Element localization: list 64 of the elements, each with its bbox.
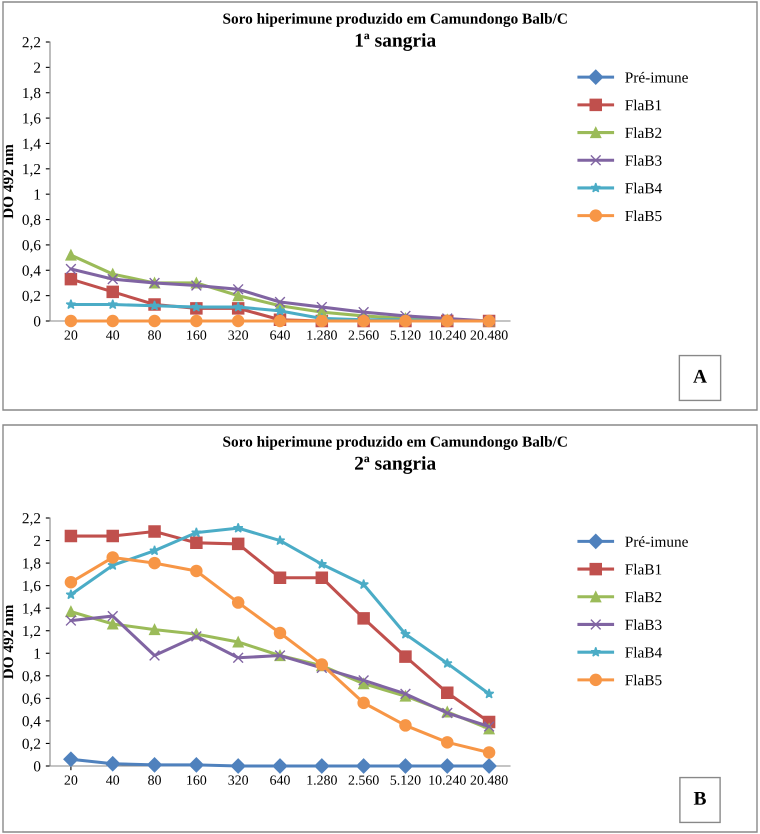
x-tick-label: 40: [106, 775, 120, 785]
x-tick-label: 640: [270, 330, 290, 340]
legend-label: FlaB1: [625, 100, 662, 110]
y-tick-label: 0,2: [22, 738, 40, 752]
y-tick-label: 1,2: [23, 164, 40, 176]
x-tick-label: 10.240: [429, 330, 466, 340]
x-tick-label: 20.480: [470, 330, 508, 340]
legend-label: FlaB5: [625, 674, 662, 686]
y-tick-label: 0: [34, 761, 40, 772]
legend-label: FlaB3: [625, 154, 662, 166]
y-tick-label: 1,6: [23, 580, 41, 594]
text: A: [693, 370, 707, 383]
x-tick-label: 160: [187, 775, 206, 785]
x-tick-label: 320: [228, 775, 248, 785]
y-tick-label: 0,6: [22, 240, 41, 253]
y-tick-label: 0,8: [22, 214, 40, 228]
x-tick-label: 80: [148, 330, 161, 340]
x-tick-label: 10.240: [429, 775, 466, 785]
y-tick-label: 2: [34, 536, 40, 546]
y-tick-label: 0,4: [22, 716, 41, 729]
y-tick-label: 1,8: [23, 558, 40, 571]
text: B: [694, 792, 706, 805]
x-tick-label: 5.120: [390, 330, 421, 340]
x-tick-label: 640: [270, 775, 290, 785]
x-tick-label: 2.560: [348, 775, 379, 785]
y-tick-label: 2,2: [22, 513, 40, 526]
legend-label: FlaB4: [625, 182, 662, 194]
y-tick-label: 1: [34, 189, 40, 200]
x-tick-label: 2.560: [348, 330, 379, 340]
legend-label: FlaB3: [625, 619, 662, 630]
y-tick-label: 1: [34, 648, 40, 659]
y-tick-label: 1,6: [23, 113, 41, 126]
y-tick-label: 2: [34, 62, 40, 73]
x-tick-label: 160: [187, 330, 206, 340]
y-tick-label: 0,2: [22, 290, 40, 304]
y-tick-label: 1,2: [23, 626, 40, 638]
x-tick-label: 20: [64, 775, 78, 785]
legend-label: FlaB2: [625, 592, 662, 602]
legend-label: FlaB4: [625, 646, 662, 658]
y-tick-label: 0,4: [22, 265, 41, 278]
chart-title: Soro hiperimune produzido em Camundongo Balb/C: [223, 13, 567, 27]
x-tick-label: 80: [148, 775, 161, 785]
chart-subtitle: 2ª sangria: [355, 456, 436, 474]
y-tick-label: 1,4: [23, 603, 41, 616]
y-tick-label: 0,8: [22, 670, 40, 684]
x-tick-label: 1.280: [307, 775, 337, 785]
x-tick-label: 1.280: [307, 330, 337, 340]
y-tick-label: 0: [34, 316, 40, 326]
x-tick-label: 20: [64, 330, 78, 340]
legend-label: Pré-imune: [625, 536, 688, 547]
chart-subtitle: 1ª sangria: [356, 33, 436, 51]
legend-label: FlaB2: [625, 127, 662, 138]
y-tick-label: 1,8: [23, 88, 40, 100]
x-tick-label: 40: [106, 330, 120, 340]
y-tick-label: 0,6: [22, 694, 41, 706]
x-tick-label: 20.480: [470, 775, 508, 785]
x-tick-label: 5.120: [390, 775, 421, 785]
legend-label: FlaB5: [625, 210, 662, 222]
legend-label: Pré-imune: [625, 72, 688, 83]
legend-label: FlaB1: [625, 564, 662, 575]
chart-title: Soro hiperimune produzido em Camundongo Balb/C: [223, 436, 567, 450]
y-tick-label: 1,4: [23, 138, 41, 152]
x-tick-label: 320: [228, 330, 248, 340]
y-tick-label: 2,2: [22, 37, 40, 50]
